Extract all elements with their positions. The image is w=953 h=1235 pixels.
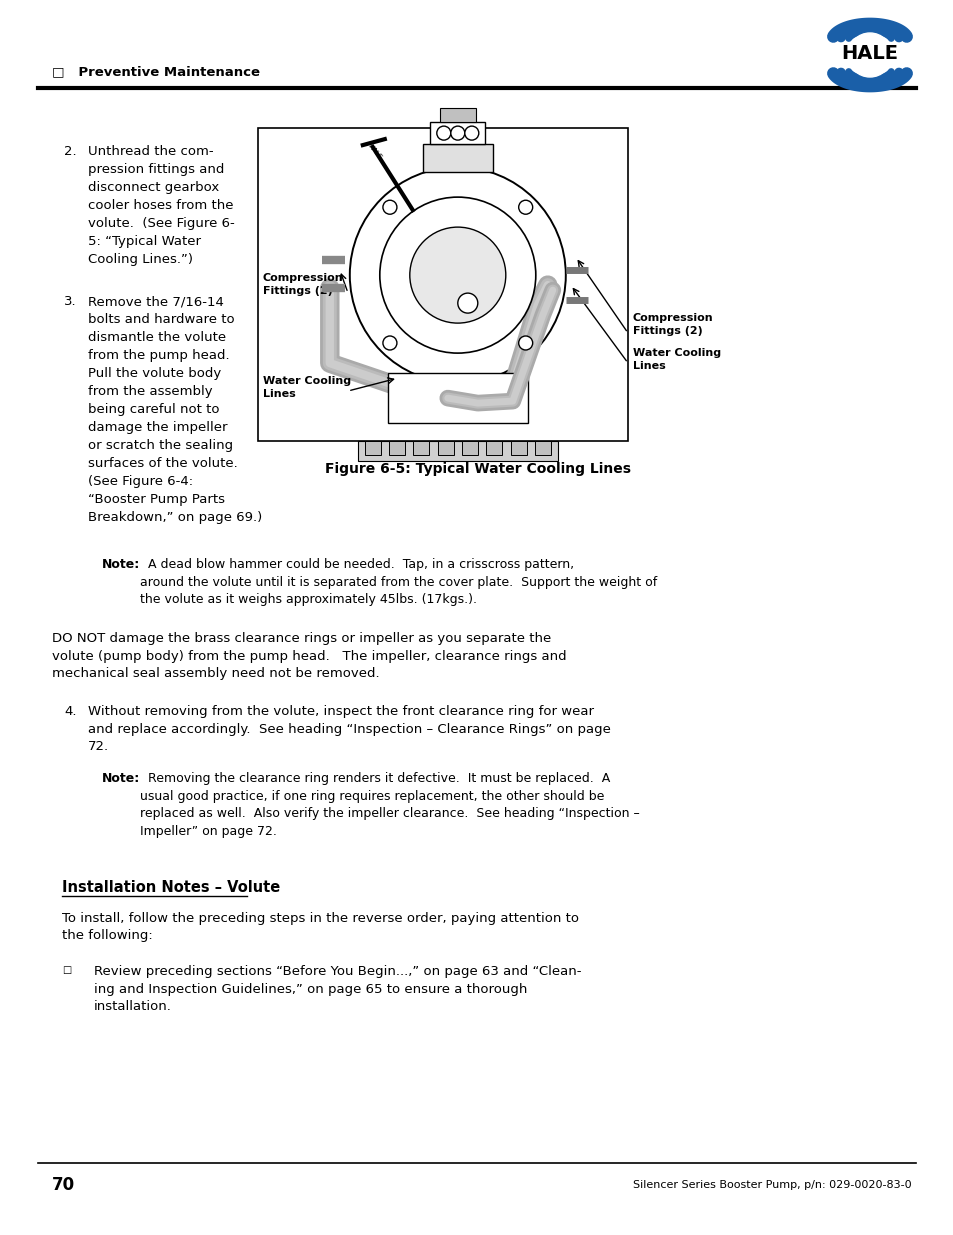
- Text: 70: 70: [52, 1176, 75, 1194]
- Bar: [422, 144, 493, 172]
- Circle shape: [436, 126, 451, 140]
- Text: To install, follow the preceding steps in the reverse order, paying attention to: To install, follow the preceding steps i…: [62, 911, 578, 942]
- Text: Fittings (2): Fittings (2): [633, 326, 702, 336]
- Circle shape: [464, 126, 478, 140]
- Bar: [364, 441, 380, 456]
- Text: Figure 6-5: Typical Water Cooling Lines: Figure 6-5: Typical Water Cooling Lines: [325, 462, 630, 475]
- Bar: [387, 373, 527, 424]
- Bar: [486, 441, 501, 456]
- Text: Unthread the com-
pression fittings and
disconnect gearbox
cooler hoses from the: Unthread the com- pression fittings and …: [88, 144, 234, 266]
- Circle shape: [451, 126, 464, 140]
- Bar: [461, 441, 477, 456]
- Text: A dead blow hammer could be needed.  Tap, in a crisscross pattern,
around the vo: A dead blow hammer could be needed. Tap,…: [140, 558, 657, 606]
- Bar: [413, 441, 429, 456]
- Text: Silencer Series Booster Pump, p/n: 029-0020-83-0: Silencer Series Booster Pump, p/n: 029-0…: [633, 1179, 911, 1191]
- Circle shape: [379, 198, 536, 353]
- Text: Water Cooling: Water Cooling: [633, 348, 720, 358]
- Bar: [535, 441, 550, 456]
- Text: Removing the clearance ring renders it defective.  It must be replaced.  A
usual: Removing the clearance ring renders it d…: [140, 772, 639, 837]
- Bar: [437, 441, 454, 456]
- Text: 4.: 4.: [64, 705, 76, 718]
- Text: Without removing from the volute, inspect the front clearance ring for wear
and : Without removing from the volute, inspec…: [88, 705, 610, 753]
- Circle shape: [382, 336, 396, 350]
- Bar: [389, 441, 405, 456]
- Circle shape: [350, 167, 565, 383]
- Circle shape: [382, 200, 396, 214]
- Text: Note:: Note:: [102, 558, 140, 571]
- Text: HALE: HALE: [366, 143, 382, 161]
- Text: Note:: Note:: [102, 772, 140, 785]
- Text: HALE: HALE: [841, 43, 898, 63]
- Circle shape: [847, 33, 891, 77]
- Text: Fittings (2): Fittings (2): [263, 287, 333, 296]
- Text: Compression: Compression: [263, 273, 343, 283]
- Text: □   Preventive Maintenance: □ Preventive Maintenance: [52, 65, 260, 79]
- Bar: [439, 109, 476, 122]
- Text: 2.: 2.: [64, 144, 76, 158]
- Circle shape: [518, 336, 532, 350]
- Text: Review preceding sections “Before You Begin...,” on page 63 and “Clean-
ing and : Review preceding sections “Before You Be…: [94, 965, 581, 1013]
- Circle shape: [410, 227, 505, 324]
- Text: Water Cooling: Water Cooling: [263, 375, 351, 387]
- Text: □: □: [62, 965, 71, 974]
- Bar: [510, 441, 526, 456]
- Circle shape: [457, 293, 477, 314]
- Bar: [357, 441, 558, 461]
- Text: Lines: Lines: [263, 389, 295, 399]
- Text: 3.: 3.: [64, 295, 76, 308]
- Circle shape: [518, 200, 532, 214]
- Text: Remove the 7/16-14
bolts and hardware to
dismantle the volute
from the pump head: Remove the 7/16-14 bolts and hardware to…: [88, 295, 262, 524]
- Bar: [257, 128, 627, 441]
- Text: Compression: Compression: [633, 312, 713, 324]
- Text: DO NOT damage the brass clearance rings or impeller as you separate the
volute (: DO NOT damage the brass clearance rings …: [52, 632, 566, 680]
- Bar: [430, 122, 485, 144]
- Text: Installation Notes – Volute: Installation Notes – Volute: [62, 881, 280, 895]
- Text: Lines: Lines: [633, 361, 665, 370]
